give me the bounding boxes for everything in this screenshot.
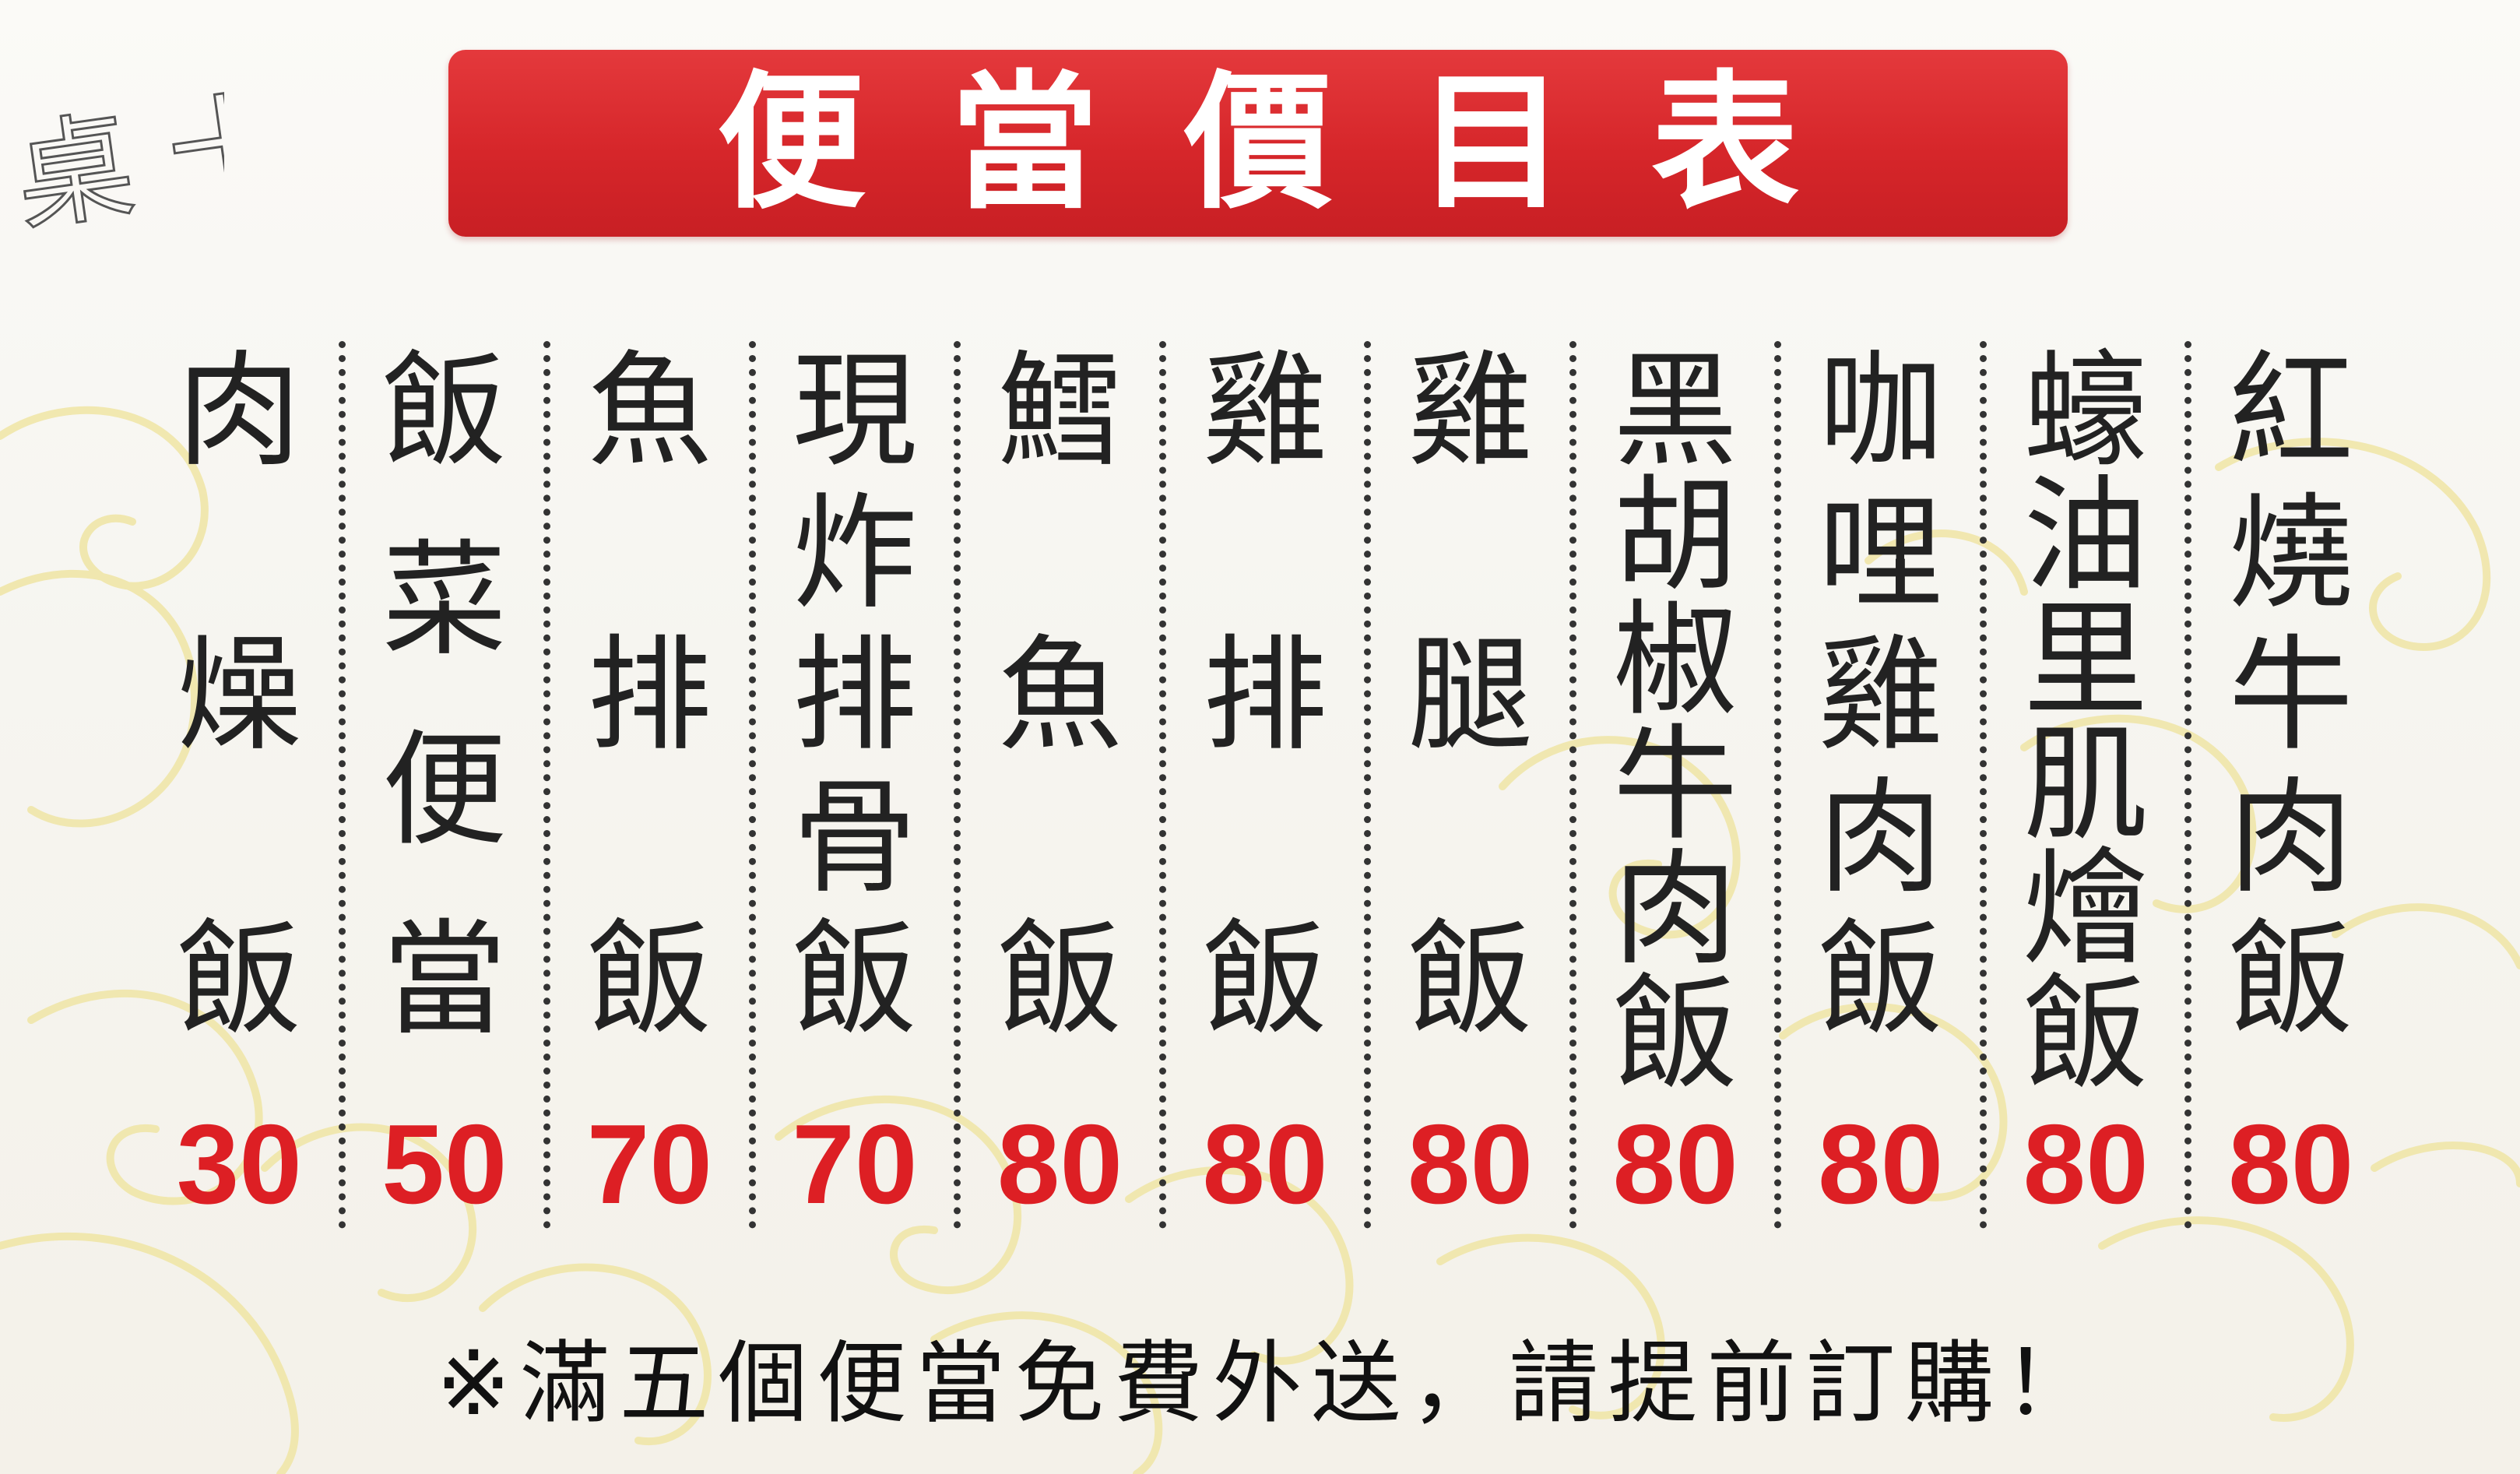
menu-item-char: 肉: [1613, 836, 1738, 982]
menu-item-name: 紅燒牛肉飯: [2191, 349, 2390, 1042]
menu-item-char: 燒: [2228, 480, 2353, 626]
menu-item-char: 骨: [792, 764, 917, 910]
menu-item-price: 80: [2228, 1101, 2354, 1227]
menu-item-char: 飯: [1613, 961, 1738, 1106]
footer-note: ※滿五個便當免費外送，請提前訂購！: [436, 1332, 2103, 1436]
menu-item: 鱈魚飯 80: [954, 341, 1159, 1229]
menu-item-name: 咖哩雞肉飯: [1781, 349, 1980, 1042]
menu-item-price: 80: [1407, 1101, 1534, 1227]
menu-item: 魚排飯 70: [543, 341, 749, 1229]
menu-item-char: 黑: [1613, 338, 1738, 484]
menu-item-char: 肉: [2228, 764, 2353, 910]
menu-item-char: 現: [792, 338, 917, 484]
menu-item-char: 椒: [1613, 587, 1738, 733]
menu-item-name: 現炸排骨飯: [756, 349, 954, 1042]
menu-item-name: 雞腿飯: [1371, 349, 1569, 1042]
menu-item-char: 肉: [177, 338, 302, 484]
menu-item-char: 腿: [1408, 622, 1533, 768]
menu-item-name: 飯菜便當: [346, 349, 544, 1042]
menu-item: 飯菜便當 50: [338, 341, 544, 1229]
menu-item-char: 雞: [1408, 338, 1533, 484]
menu-item-char: 炸: [792, 480, 917, 626]
menu-title: 便當價目表: [716, 57, 1885, 229]
menu-item-char: 魚: [997, 622, 1123, 768]
menu-item: 黑胡椒牛肉飯 80: [1569, 341, 1775, 1229]
menu-item: 雞排飯 80: [1158, 341, 1365, 1229]
menu-item: 蠔油里肌燴飯 80: [1979, 338, 2185, 1229]
menu-item-char: 菜: [381, 527, 507, 674]
menu-item-price: 80: [1612, 1101, 1738, 1227]
menu-item-name: 蠔油里肌燴飯: [1987, 338, 2185, 1096]
menu-item-char: 當: [381, 906, 507, 1052]
handwritten-mark: 桌 十一: [14, 59, 224, 234]
title-banner: 便當價目表: [448, 50, 2068, 237]
menu-item-char: 排: [587, 622, 712, 768]
menu-item-price: 30: [176, 1101, 302, 1227]
menu-item-price: 50: [381, 1101, 508, 1227]
menu-item-char: 排: [1203, 622, 1328, 768]
menu-item-char: 燥: [177, 622, 302, 768]
menu-item: 現炸排骨飯 70: [748, 341, 954, 1229]
menu-item-name: 魚排飯: [550, 349, 749, 1042]
menu-item-char: 飯: [2228, 906, 2353, 1052]
menu-item: 咖哩雞肉飯 80: [1774, 341, 1980, 1229]
menu-item-char: 便: [381, 716, 507, 863]
menu-item-char: 鱈: [997, 338, 1123, 484]
menu-item-char: 牛: [2228, 622, 2353, 768]
menu-item-price: 70: [586, 1101, 713, 1227]
menu-item-char: 哩: [1818, 480, 1943, 626]
menu-item-name: 雞排飯: [1166, 349, 1365, 1042]
menu-item-char: 飯: [1818, 906, 1943, 1052]
menu-item-char: 肌: [2023, 712, 2149, 857]
menu-item-char: 飯: [177, 906, 302, 1052]
menu-item-char: 肉: [1818, 764, 1943, 910]
handwritten-note-text: 桌 十一: [14, 60, 224, 234]
menu-item-char: 飯: [2023, 961, 2149, 1106]
menu-item-price: 80: [1818, 1101, 1944, 1227]
menu-table: 肉燥飯 30 飯菜便當 50 魚排飯 70 現炸排骨飯 70 鱈魚飯 80 雞排…: [140, 341, 2390, 1229]
menu-item-name: 黑胡椒牛肉飯: [1576, 338, 1775, 1096]
menu-item-price: 70: [792, 1101, 918, 1227]
menu-item-char: 排: [792, 622, 917, 768]
menu-item-char: 飯: [792, 906, 917, 1052]
menu-item-char: 飯: [997, 906, 1123, 1052]
menu-item-char: 紅: [2228, 338, 2353, 484]
menu-item-char: 飯: [381, 338, 507, 484]
menu-item-name: 鱈魚飯: [961, 349, 1159, 1042]
menu-item-char: 胡: [1613, 463, 1738, 608]
menu-item: 紅燒牛肉飯 80: [2184, 341, 2390, 1229]
menu-item-char: 咖: [1818, 338, 1943, 484]
menu-item: 雞腿飯 80: [1364, 341, 1569, 1229]
menu-item-char: 油: [2023, 463, 2149, 608]
menu-item-char: 飯: [1203, 906, 1328, 1052]
menu-item-price: 80: [2023, 1101, 2149, 1227]
menu-item-char: 牛: [1613, 712, 1738, 857]
menu-item-char: 燴: [2023, 836, 2149, 982]
menu-item: 肉燥飯 30: [140, 341, 339, 1229]
menu-item-char: 雞: [1203, 338, 1328, 484]
menu-item-price: 80: [1202, 1101, 1328, 1227]
menu-item-price: 80: [996, 1101, 1123, 1227]
menu-item-char: 蠔: [2023, 338, 2149, 484]
menu-item-char: 飯: [587, 906, 712, 1052]
menu-item-char: 雞: [1818, 622, 1943, 768]
menu-item-char: 飯: [1408, 906, 1533, 1052]
menu-item-char: 魚: [587, 338, 712, 484]
menu-item-name: 肉燥飯: [140, 349, 339, 1042]
menu-item-char: 里: [2023, 587, 2149, 733]
